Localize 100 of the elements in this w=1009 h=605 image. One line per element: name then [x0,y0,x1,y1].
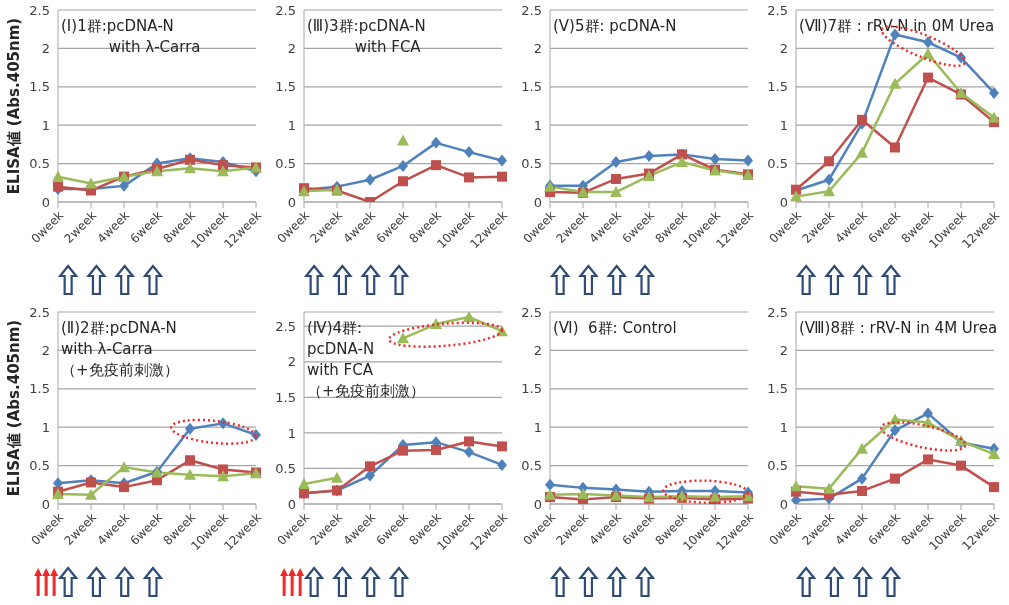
y-tick-label: 1.5 [275,389,296,405]
point [431,160,441,171]
point [989,86,999,99]
y-tick-label: 1.5 [521,381,542,397]
point [497,154,507,167]
y-tick-label: 1.5 [275,79,296,95]
point [185,455,195,466]
y-tick-label: 2.5 [767,2,788,18]
point [577,488,589,500]
y-tick-label: 2 [287,41,296,57]
y-tick-label: 2 [533,41,542,57]
point [988,448,1000,460]
y-tick-label: 0 [287,194,296,210]
point [644,149,654,162]
y-tick-label: 2.5 [521,2,542,18]
text: (Ⅳ)4群: [307,318,364,339]
point [464,172,474,183]
point [890,142,900,153]
point [823,482,835,494]
point [398,159,408,172]
point [889,77,901,89]
text: with FCA [353,37,422,58]
y-tick-label: 1 [779,419,788,435]
point [464,436,474,447]
y-tick-label: 1.5 [29,381,50,397]
point [611,173,621,184]
point [922,47,934,59]
point [857,472,867,485]
y-tick-label: 1 [533,117,542,133]
point [923,36,933,49]
point [119,482,129,493]
y-tick-label: 0.5 [29,458,50,474]
y-tick-label: 0.5 [767,156,788,172]
y-tick-label: 0.5 [521,458,542,474]
point [923,454,933,465]
y-tick-label: 0.5 [29,156,50,172]
y-tick-label: 2 [779,343,788,359]
y-tick-label: 2.5 [275,318,296,334]
y-tick-label: 2 [41,343,50,359]
point [52,170,64,182]
point [988,111,1000,123]
point [184,162,196,174]
point [890,473,900,484]
point [545,478,555,491]
point [398,445,408,456]
y-tick-label: 0.5 [767,458,788,474]
y-axis-title: ELISA値 (Abs.405nm) [5,319,24,497]
point [365,173,375,186]
point [923,72,933,83]
point [790,190,802,202]
point [611,156,621,169]
point [431,444,441,455]
point [217,165,229,177]
y-tick-label: 2.5 [275,2,296,18]
point [184,468,196,480]
y-tick-label: 2.5 [521,304,542,320]
text: (Ⅷ)8群 : rRV-N in 4M Urea [799,318,998,339]
point [956,460,966,471]
text: (Ⅵ) 6群: Control [553,318,677,339]
point [856,442,868,454]
y-tick-label: 2 [287,354,296,370]
y-tick-label: 1.5 [767,381,788,397]
y-tick-label: 0 [779,496,788,512]
point [365,461,375,472]
point [397,332,409,344]
y-tick-label: 2 [533,343,542,359]
y-axis-title: ELISA値 (Abs.405nm) [5,17,24,195]
point [856,146,868,158]
point [823,185,835,197]
y-tick-label: 0 [287,496,296,512]
point [464,146,474,159]
point [185,422,195,435]
y-tick-label: 1.5 [767,79,788,95]
y-tick-label: 0 [533,194,542,210]
point [218,464,228,475]
y-tick-label: 0.5 [521,156,542,172]
point [890,424,900,437]
point [497,441,507,452]
y-tick-label: 0.5 [275,461,296,477]
point [464,446,474,459]
y-tick-label: 1 [41,117,50,133]
point [923,407,933,420]
y-tick-label: 0 [533,496,542,512]
point [118,461,130,473]
y-tick-label: 2.5 [767,304,788,320]
point [497,458,507,471]
y-tick-label: 2 [779,41,788,57]
text: with λ-Carra [107,37,201,58]
y-tick-label: 0 [779,194,788,210]
point [824,156,834,167]
y-tick-label: 1.5 [521,79,542,95]
y-tick-label: 1 [287,117,296,133]
point [790,480,802,492]
point [857,485,867,496]
text: pcDNA-N with FCA （+免疫前刺激） [307,339,425,402]
text: (Ⅴ)5群: pcDNA-N [553,16,677,37]
point [544,488,556,500]
point [463,312,475,322]
text: (Ⅲ)3群:pcDNA-N [307,16,426,37]
y-tick-label: 1 [287,425,296,441]
